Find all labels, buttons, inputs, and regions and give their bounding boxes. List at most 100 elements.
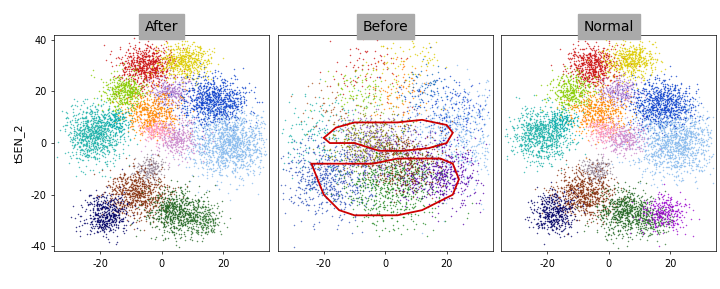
Point xyxy=(168,52,180,57)
Point xyxy=(189,81,201,86)
Point xyxy=(194,118,205,123)
Point xyxy=(156,125,168,130)
Point xyxy=(199,110,211,114)
Point xyxy=(145,168,157,172)
Point xyxy=(155,211,166,216)
Point xyxy=(162,203,174,208)
Point xyxy=(136,53,148,58)
Point xyxy=(606,134,618,139)
Point xyxy=(205,141,217,145)
Point xyxy=(583,90,595,95)
Point xyxy=(326,213,338,218)
Point xyxy=(347,161,359,166)
Point xyxy=(150,199,162,203)
Point xyxy=(98,229,109,233)
Point xyxy=(678,131,690,136)
Point xyxy=(179,222,191,227)
Point xyxy=(314,70,325,75)
Point xyxy=(135,124,146,129)
Point xyxy=(672,115,683,119)
Point xyxy=(670,135,682,140)
Point xyxy=(64,129,76,134)
Point xyxy=(531,121,542,126)
Point xyxy=(198,77,210,82)
Point xyxy=(195,116,207,121)
Point xyxy=(588,82,599,86)
Point xyxy=(104,132,116,136)
Point xyxy=(315,165,327,170)
Point xyxy=(524,129,536,134)
Point xyxy=(155,126,166,131)
Point xyxy=(600,64,611,69)
Point xyxy=(219,121,230,125)
Point xyxy=(557,191,568,195)
Point xyxy=(146,81,158,86)
Point xyxy=(153,100,164,105)
Point xyxy=(143,129,155,134)
Point xyxy=(410,169,422,173)
Point xyxy=(695,138,706,142)
Point xyxy=(176,53,188,58)
Point xyxy=(215,151,227,155)
Point xyxy=(567,53,579,57)
Point xyxy=(153,112,165,117)
Point xyxy=(604,86,616,90)
Point xyxy=(85,112,96,116)
Point xyxy=(134,56,145,61)
Point xyxy=(80,146,91,150)
Point xyxy=(464,173,475,177)
Point xyxy=(354,194,365,199)
Point xyxy=(542,190,554,194)
Point xyxy=(204,91,215,96)
Point xyxy=(149,181,161,186)
Point xyxy=(463,90,474,95)
Point xyxy=(647,215,658,220)
Point xyxy=(471,100,482,105)
Point xyxy=(562,118,574,123)
Point xyxy=(398,215,410,219)
Point xyxy=(259,149,271,153)
Point xyxy=(158,89,169,93)
Point xyxy=(478,160,490,164)
Point xyxy=(399,99,410,104)
Point xyxy=(202,95,213,100)
Point xyxy=(531,125,543,130)
Point xyxy=(389,174,400,179)
Point xyxy=(300,122,311,127)
Point xyxy=(531,123,542,128)
Point xyxy=(623,147,634,151)
Point xyxy=(390,79,402,84)
Point xyxy=(148,175,159,179)
Point xyxy=(204,138,216,143)
Point xyxy=(210,113,222,118)
Point xyxy=(580,95,592,99)
Point xyxy=(121,93,132,97)
Point xyxy=(166,62,178,66)
Point xyxy=(163,138,174,142)
Point xyxy=(86,125,98,130)
Point xyxy=(467,162,479,166)
Point xyxy=(596,101,608,105)
Point xyxy=(148,130,159,135)
Point xyxy=(618,193,629,198)
Point xyxy=(546,133,558,138)
Point xyxy=(662,222,673,227)
Point xyxy=(104,168,116,173)
Point xyxy=(528,134,539,139)
Point xyxy=(527,225,539,229)
Point xyxy=(527,159,539,164)
Point xyxy=(143,48,154,53)
Point xyxy=(145,73,156,78)
Point xyxy=(108,78,120,82)
Point xyxy=(250,132,261,137)
Point xyxy=(568,89,580,93)
Point xyxy=(611,58,623,63)
Point xyxy=(92,102,104,107)
Point xyxy=(613,128,625,133)
Point xyxy=(109,104,121,109)
Point xyxy=(96,221,108,226)
Point xyxy=(578,229,590,234)
Point xyxy=(107,130,119,135)
Point xyxy=(657,143,668,148)
Point xyxy=(97,102,109,106)
